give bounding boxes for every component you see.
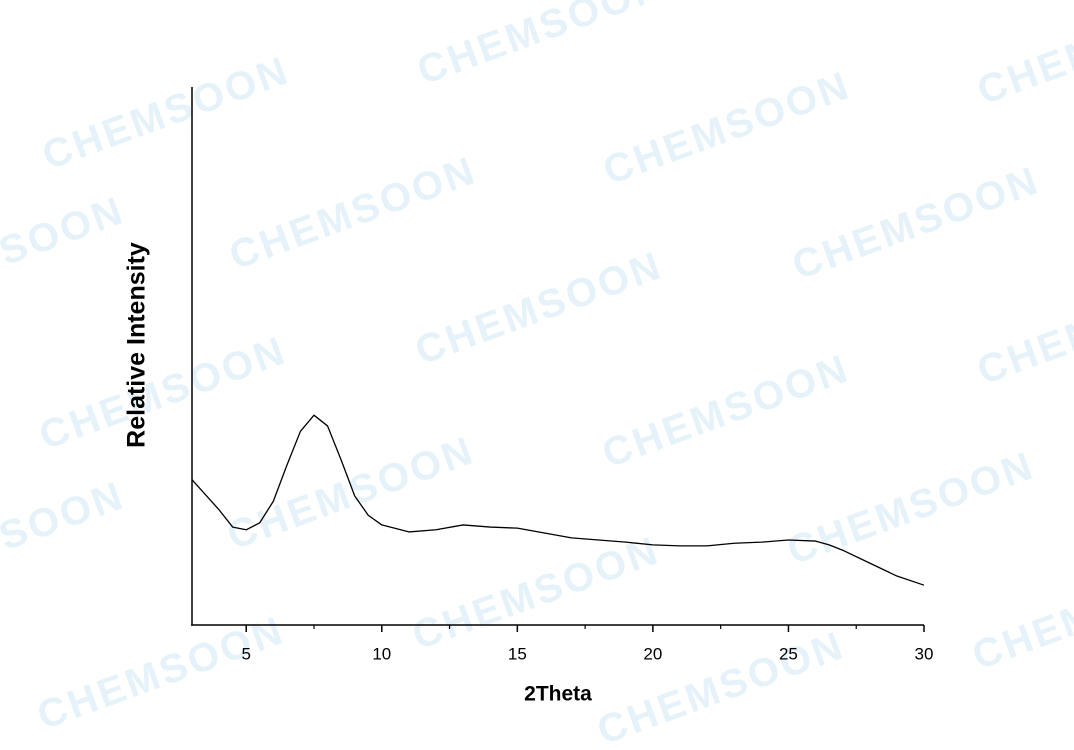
x-axis-label: 2Theta bbox=[524, 683, 592, 706]
watermark: CHEMSOON bbox=[597, 346, 856, 476]
watermark: CHEMSOON bbox=[410, 243, 669, 373]
watermark: CHEMSOON bbox=[222, 428, 481, 558]
watermark: CHEMSOON bbox=[32, 608, 291, 738]
x-tick-label: 5 bbox=[241, 644, 250, 663]
watermark: CHEMSOON bbox=[972, 263, 1074, 393]
watermark: CHEMSOON bbox=[592, 623, 851, 750]
x-tick-label: 10 bbox=[372, 644, 391, 663]
watermark: CHEMSOON bbox=[0, 188, 131, 318]
watermark: CHEMSOON bbox=[972, 0, 1074, 113]
watermark: CHEMSOON bbox=[412, 0, 671, 93]
watermark: CHEMSOON bbox=[34, 328, 293, 458]
x-tick-label: 25 bbox=[779, 644, 798, 663]
y-axis-label: Relative Intensity bbox=[123, 242, 151, 448]
data-line bbox=[191, 414, 925, 586]
watermark: CHEMSOON bbox=[0, 473, 131, 603]
x-tick-label: 15 bbox=[508, 644, 527, 663]
x-tick-label: 20 bbox=[643, 644, 662, 663]
watermark: CHEMSOON bbox=[407, 528, 666, 658]
watermark: CHEMSOON bbox=[787, 158, 1046, 288]
watermark: CHEMSOON bbox=[224, 148, 483, 278]
watermark: CHEMSOON bbox=[967, 548, 1074, 678]
watermark: CHEMSOON bbox=[782, 443, 1041, 573]
watermark: CHEMSOON bbox=[598, 63, 857, 193]
watermark: CHEMSOON bbox=[37, 48, 296, 178]
x-tick-label: 30 bbox=[915, 644, 934, 663]
